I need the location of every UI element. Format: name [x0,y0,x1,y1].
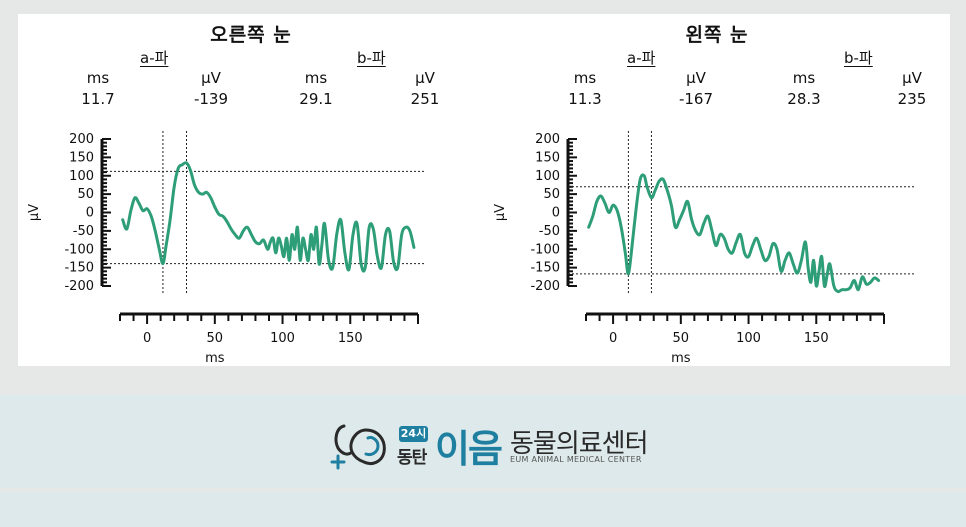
y-tick-label: 0 [86,206,94,221]
x-tick-label: 100 [736,331,761,346]
left-a-ms-unit: ms [573,69,597,87]
right-b-ms-value: 29.1 [299,90,333,108]
pet-logo-icon [330,424,386,470]
y-tick-label: 150 [535,150,560,165]
left-b-wave-label: b-파 [844,49,873,67]
left-b-uv-unit: μV [902,69,922,87]
x-tick-label: 100 [270,331,295,346]
x-tick-label: 0 [143,331,151,346]
x-axis-label: ms [205,351,225,366]
right-a-wave-label: a-파 [140,49,169,67]
left-b-ms-unit: ms [792,69,816,87]
y-tick-label: 0 [552,206,560,221]
right-eye-plot: 200 150 100 50 0 -50 -100 -150 -200 μV 0 50 100 150 ms [27,131,426,366]
left-b-uv-value: 235 [897,90,927,108]
y-tick-label: 50 [543,187,560,202]
x-tick-label: 150 [804,331,829,346]
left-b-ms-value: 28.3 [787,90,821,108]
logo-brand: 이음 [435,427,503,471]
y-tick-label: -150 [530,261,560,276]
right-eye-erg: 오른쪽 눈 a-파 b-파 ms 11.7 μV -139 ms 29.1 μV… [18,14,484,366]
left-a-wave-label: a-파 [627,49,656,67]
clinic-logo: 24시 동탄 이음 동물의료센터 EUM ANIMAL MEDICAL CENT… [330,416,650,472]
erg-results-panel: 오른쪽 눈 a-파 b-파 ms 11.7 μV -139 ms 29.1 μV… [18,14,950,366]
logo-center-english: EUM ANIMAL MEDICAL CENTER [510,455,642,464]
right-b-uv-unit: μV [415,69,435,87]
left-eye-title: 왼쪽 눈 [685,24,749,46]
x-axis-label: ms [671,351,691,366]
y-tick-label: 200 [69,132,94,147]
right-b-ms-unit: ms [304,69,328,87]
footer-bottom-band [0,492,966,527]
x-tick-label: 150 [338,331,363,346]
y-tick-label: 200 [535,132,560,147]
left-a-ms-value: 11.3 [568,90,602,108]
y-tick-label: -50 [73,224,94,239]
x-tick-label: 0 [609,331,617,346]
y-tick-label: 100 [535,169,560,184]
right-b-uv-value: 251 [410,90,440,108]
right-a-ms-unit: ms [86,69,110,87]
logo-center-name: 동물의료센터 [510,429,649,459]
right-a-ms-value: 11.7 [81,90,115,108]
erg-waveform-line [587,173,881,294]
right-b-wave-label: b-파 [357,49,386,67]
logo-city: 동탄 [397,448,427,468]
24h-badge: 24시 [399,426,428,442]
x-tick-label: 50 [207,331,224,346]
y-tick-label: -150 [64,261,94,276]
right-eye-title: 오른쪽 눈 [210,24,292,46]
x-tick-label: 50 [673,331,690,346]
y-tick-label: -100 [530,242,560,257]
y-tick-label: 50 [77,187,94,202]
y-tick-label: -200 [530,279,560,294]
y-tick-label: 150 [69,150,94,165]
y-tick-label: -50 [539,224,560,239]
y-axis-label: μV [27,204,42,221]
left-a-uv-unit: μV [686,69,706,87]
right-a-uv-value: -139 [193,90,229,108]
footer-logo-band [0,395,966,488]
y-tick-label: -100 [64,242,94,257]
left-eye-erg: 왼쪽 눈 a-파 b-파 ms 11.3 μV -167 ms 28.3 μV … [484,14,950,366]
y-tick-label: -200 [64,279,94,294]
left-eye-plot: 200 150 100 50 0 -50 -100 -150 -200 μV 0 50 100 150 ms [493,131,914,366]
erg-waveform-line [121,161,416,273]
right-a-uv-unit: μV [201,69,221,87]
y-tick-label: 100 [69,169,94,184]
y-axis-label: μV [493,204,508,221]
left-a-uv-value: -167 [678,90,714,108]
